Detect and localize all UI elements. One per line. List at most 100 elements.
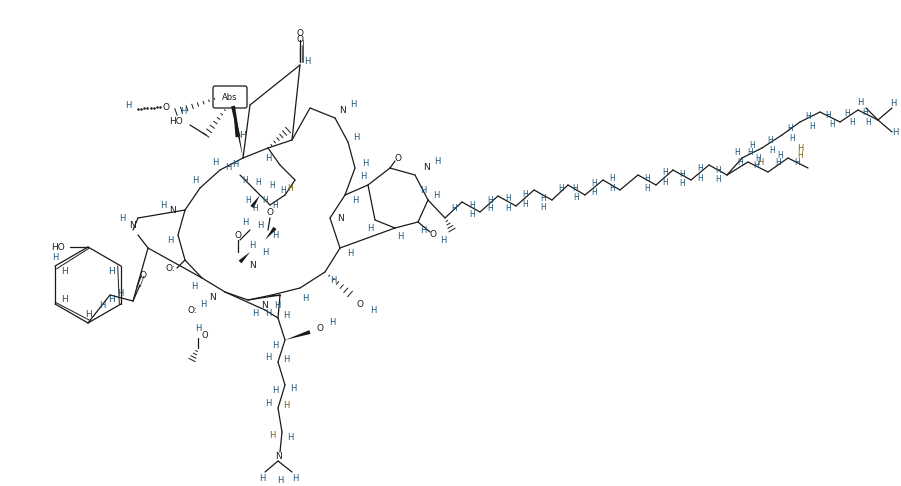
- Text: H: H: [787, 123, 793, 133]
- Text: H: H: [396, 231, 403, 241]
- Text: O: O: [162, 103, 169, 111]
- Text: N: N: [340, 105, 346, 115]
- Text: H: H: [283, 400, 289, 410]
- Text: H: H: [265, 309, 271, 317]
- Text: H: H: [272, 341, 278, 349]
- Text: O:: O:: [187, 306, 197, 314]
- Text: H: H: [591, 188, 596, 196]
- Text: N: N: [210, 293, 216, 301]
- Text: H: H: [540, 193, 546, 203]
- Text: H: H: [369, 306, 377, 314]
- FancyBboxPatch shape: [213, 86, 247, 108]
- Text: H: H: [540, 203, 546, 211]
- Text: H: H: [558, 184, 564, 192]
- Text: H: H: [262, 195, 268, 205]
- Text: N: N: [423, 162, 431, 172]
- Text: H: H: [108, 266, 115, 276]
- Text: H: H: [274, 300, 280, 310]
- Text: H: H: [167, 236, 173, 244]
- Text: H: H: [212, 157, 218, 167]
- Text: H: H: [287, 433, 293, 441]
- Text: H: H: [775, 157, 781, 167]
- Text: H: H: [245, 195, 250, 205]
- Text: H: H: [277, 475, 283, 485]
- Text: H: H: [749, 140, 755, 150]
- Text: H: H: [747, 147, 753, 156]
- Polygon shape: [285, 330, 311, 340]
- Text: HO: HO: [51, 243, 65, 251]
- Text: H: H: [347, 248, 353, 258]
- Text: H: H: [572, 184, 578, 192]
- Text: O: O: [267, 208, 274, 216]
- Text: N: N: [261, 300, 268, 310]
- Text: O: O: [430, 229, 436, 239]
- Text: H: H: [108, 295, 115, 303]
- Text: H: H: [757, 157, 763, 167]
- Text: O: O: [140, 271, 147, 279]
- Text: H: H: [697, 163, 703, 173]
- Text: H: H: [767, 136, 773, 144]
- Text: H: H: [778, 151, 783, 159]
- Text: H: H: [796, 143, 803, 153]
- Text: N: N: [169, 206, 177, 214]
- Text: H: H: [85, 310, 91, 318]
- Text: H: H: [433, 156, 441, 166]
- Text: H: H: [283, 311, 289, 319]
- Text: H: H: [505, 193, 511, 203]
- Text: H: H: [679, 170, 685, 178]
- Text: H: H: [302, 294, 308, 302]
- Text: H: H: [829, 120, 835, 128]
- Text: O: O: [296, 35, 304, 45]
- Text: H: H: [857, 98, 863, 106]
- Text: H: H: [192, 175, 198, 185]
- Text: O: O: [316, 324, 323, 332]
- Text: H: H: [865, 118, 871, 126]
- Text: H: H: [644, 174, 650, 183]
- Text: N: N: [337, 213, 343, 223]
- Text: H: H: [487, 195, 493, 205]
- Text: H: H: [662, 168, 668, 176]
- Text: H: H: [280, 186, 286, 194]
- Text: H: H: [265, 154, 271, 162]
- Text: H: H: [440, 236, 446, 244]
- Text: H: H: [249, 241, 255, 249]
- Text: H: H: [359, 172, 366, 180]
- Text: H: H: [573, 192, 578, 202]
- Text: H: H: [522, 190, 528, 198]
- Text: H: H: [737, 157, 743, 167]
- Text: H: H: [117, 289, 123, 297]
- Text: H: H: [99, 300, 105, 310]
- Text: H: H: [283, 354, 289, 364]
- Text: H: H: [52, 253, 59, 261]
- Text: H: H: [60, 295, 68, 303]
- Text: H: H: [269, 180, 275, 190]
- Text: H: H: [679, 178, 685, 188]
- Text: H: H: [890, 99, 896, 107]
- Text: H: H: [119, 213, 125, 223]
- Text: H: H: [272, 201, 278, 209]
- Text: H: H: [195, 324, 201, 332]
- Text: O: O: [357, 299, 363, 309]
- Text: H: H: [753, 160, 759, 170]
- Text: H: H: [797, 151, 803, 159]
- Text: H: H: [272, 385, 278, 395]
- Text: H: H: [522, 199, 528, 208]
- Text: H: H: [697, 174, 703, 183]
- Text: H: H: [844, 108, 850, 118]
- Text: O: O: [296, 30, 304, 38]
- Polygon shape: [231, 105, 243, 158]
- Text: H: H: [242, 175, 248, 185]
- Text: H: H: [60, 266, 68, 276]
- Text: H: H: [644, 184, 650, 192]
- Text: H: H: [225, 162, 232, 172]
- Text: H: H: [862, 107, 868, 117]
- Text: Abs: Abs: [223, 92, 238, 102]
- Text: H: H: [849, 118, 855, 126]
- Text: H: H: [367, 224, 373, 232]
- Text: H: H: [769, 145, 775, 155]
- Text: HO: HO: [169, 117, 183, 125]
- Text: H: H: [259, 473, 265, 483]
- Text: H: H: [265, 399, 271, 407]
- Text: O:: O:: [165, 263, 175, 273]
- Text: O: O: [234, 230, 241, 240]
